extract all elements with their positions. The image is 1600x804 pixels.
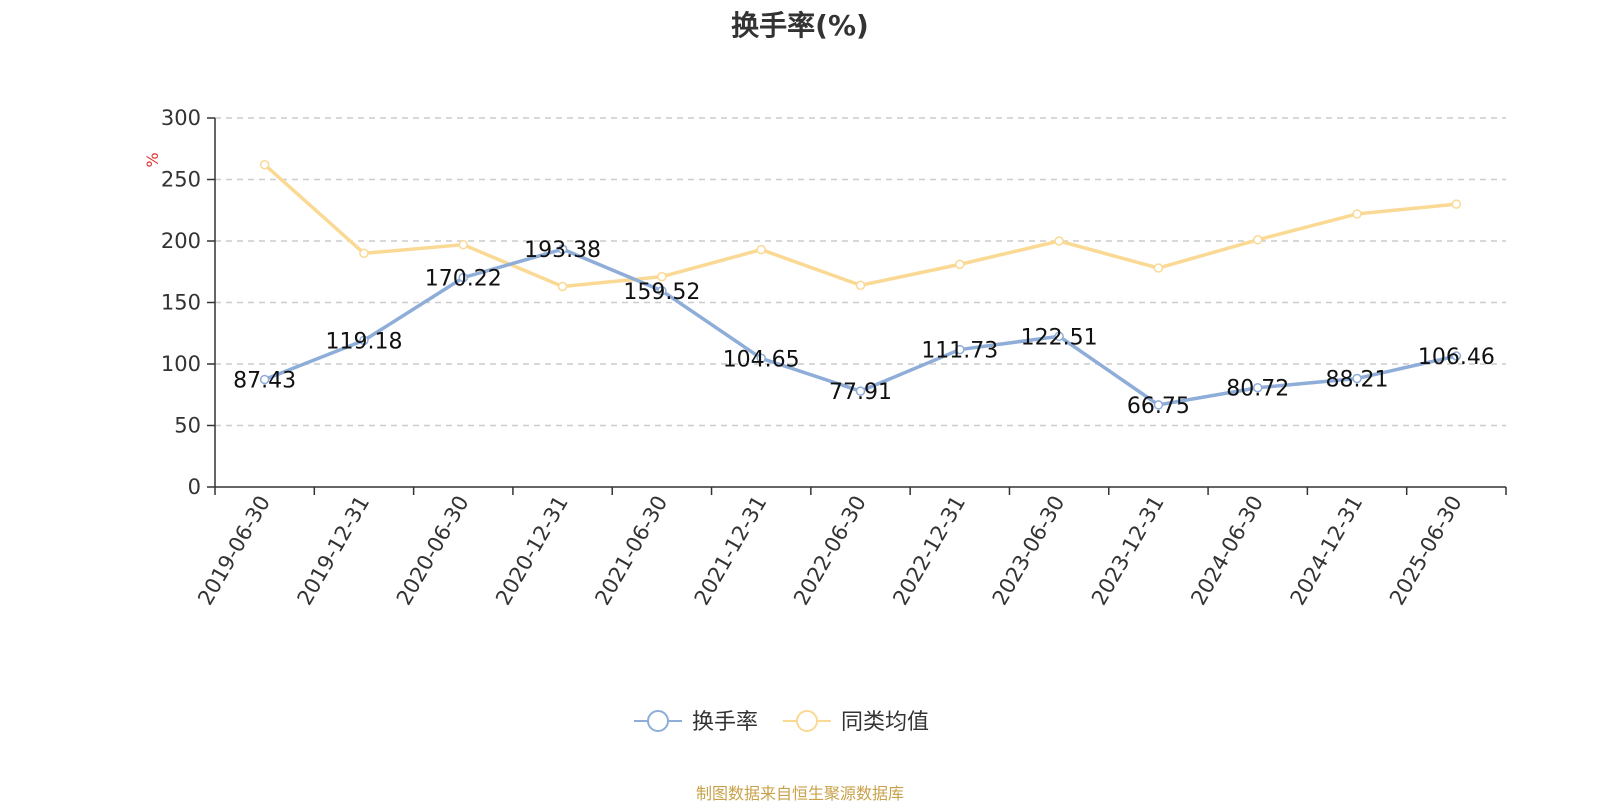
x-tick-label: 2020-06-30 [392,492,474,610]
data-labels: 87.43 119.18 170.22 193.38 159.52 104.65 77.91… [233,238,1495,419]
data-label: 159.52 [623,280,700,305]
series-1-point [1252,382,1263,393]
data-label: 104.65 [723,347,800,372]
x-tick-label: 2025-06-30 [1385,492,1467,610]
data-label: 88.21 [1326,368,1389,393]
data-label: 77.91 [829,380,892,405]
legend-item-1: 换手率 [634,710,758,735]
x-tick-label: 2022-12-31 [888,492,970,610]
series-1-point [756,353,766,364]
series-1-point [458,272,469,283]
x-tick-label: 2019-12-31 [292,492,374,610]
x-tick-label: 2022-06-30 [789,492,871,610]
series-2-point [1054,236,1064,246]
series-2-point [458,239,469,250]
legend-item-2: 同类均值 [783,710,929,735]
series-2-point [1352,209,1362,219]
x-tick-label: 2021-12-31 [690,492,772,610]
y-tick-label: 50 [174,414,201,438]
x-tick-label: 2024-12-31 [1286,492,1368,610]
series-1-point [1451,351,1462,361]
series-1-point [855,386,866,396]
data-label: 66.75 [1127,394,1190,419]
y-tick-label: 150 [161,291,201,315]
data-label: 106.46 [1418,345,1495,370]
series-2-point [359,248,369,259]
series-lines [259,159,1462,410]
data-label: 87.43 [233,368,296,393]
x-tick-label: 2021-06-30 [590,492,672,610]
series-1-point [657,286,667,296]
y-tick-label: 300 [161,106,201,130]
legend-label: 换手率 [692,710,758,735]
series-1-point [1153,400,1164,410]
series-2-point [657,271,667,282]
chart-title: 换手率(%) [731,9,869,42]
legend: 换手率 同类均值 [634,710,929,735]
y-tick-label: 200 [161,229,201,253]
y-tick-label: 100 [161,352,201,376]
x-tick-label: 2023-06-30 [988,492,1070,610]
data-label: 111.73 [921,339,998,364]
series-2-point [855,280,866,291]
y-tick-label: 250 [161,168,201,192]
series-1-point [1352,373,1362,384]
series-1-point [557,244,568,254]
data-label: 80.72 [1226,377,1289,402]
legend-marker [647,710,669,732]
data-label: 170.22 [425,267,502,292]
series-1-point [359,335,369,346]
series-2-point [259,159,270,170]
x-tick-label: 2020-12-31 [491,492,573,610]
x-tick-label: 2019-06-30 [193,492,275,610]
series-1-point [259,374,270,385]
series-2-point [955,259,965,270]
x-tick-label: 2023-12-31 [1087,492,1169,610]
series-2-point [1153,263,1164,273]
series-1-point [955,344,965,355]
series-2-point [756,244,766,255]
data-label: 193.38 [524,238,601,263]
legend-label: 同类均值 [841,710,929,735]
y-axis-unit: % [143,152,162,167]
series-2-point [1451,199,1462,209]
y-tick-label: 0 [188,475,201,499]
data-label: 119.18 [325,329,402,354]
x-tick-label: 2024-06-30 [1186,492,1268,610]
legend-marker [796,710,818,732]
source-note: 制图数据来自恒生聚源数据库 [695,784,904,803]
series-1-point [1054,331,1064,342]
data-label: 122.51 [1021,325,1098,350]
series-2-point [1252,235,1263,245]
series-2-point [557,281,568,292]
